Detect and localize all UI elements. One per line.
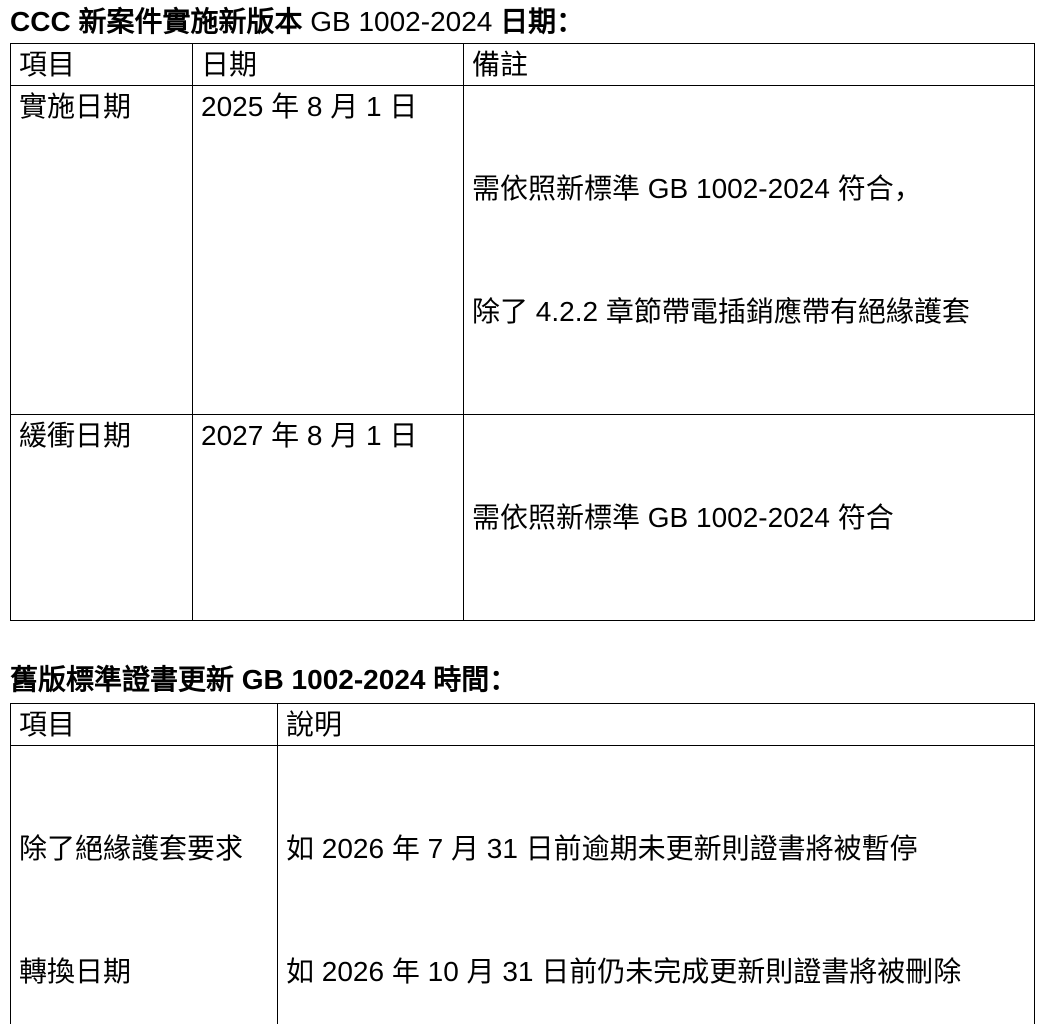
table1-column-header-remark: 備註: [464, 44, 1035, 86]
item-line: 轉換日期: [19, 951, 269, 992]
table1-row1-date-cell: 2025 年 8 月 1 日: [193, 86, 464, 415]
table1-column-header-date: 日期: [193, 44, 464, 86]
heading1-bold-prefix: CCC 新案件實施新版本: [10, 6, 310, 37]
description-line: 如 2026 年 10 月 31 日前仍未完成更新則證書將被刪除: [286, 951, 1026, 992]
table2-row1-item-cell: 除了絕緣護套要求 轉換日期: [11, 746, 278, 1024]
remark-line: 需依照新標準 GB 1002-2024 符合: [472, 497, 1026, 538]
implementation-dates-table: 項目 日期 備註 實施日期 2025 年 8 月 1 日 需依照新標準 GB 1…: [10, 43, 1035, 621]
table-row: 實施日期 2025 年 8 月 1 日 需依照新標準 GB 1002-2024 …: [11, 86, 1035, 415]
table2-row1-description-cell: 如 2026 年 7 月 31 日前逾期未更新則證書將被暫停 如 2026 年 …: [278, 746, 1035, 1024]
table1-column-header-item: 項目: [11, 44, 193, 86]
remark-line: 需依照新標準 GB 1002-2024 符合，: [472, 168, 1026, 209]
table-row: 緩衝日期 2027 年 8 月 1 日 需依照新標準 GB 1002-2024 …: [11, 415, 1035, 621]
table1-row2-remark-cell: 需依照新標準 GB 1002-2024 符合: [464, 415, 1035, 621]
remark-line: 除了 4.2.2 章節帶電插銷應帶有絕緣護套: [472, 291, 1026, 332]
table1-header-row: 項目 日期 備註: [11, 44, 1035, 86]
description-line: 如 2026 年 7 月 31 日前逾期未更新則證書將被暫停: [286, 828, 1026, 869]
heading1-standard-number: GB 1002-2024: [310, 6, 492, 37]
table1-row2-date-cell: 2027 年 8 月 1 日: [193, 415, 464, 621]
item-line: 除了絕緣護套要求: [19, 828, 269, 869]
table1-row2-item-cell: 緩衝日期: [11, 415, 193, 621]
certificate-update-table: 項目 說明 除了絕緣護套要求 轉換日期 如 2026 年 7 月 31 日前逾期…: [10, 703, 1035, 1024]
table2-column-header-description: 說明: [278, 704, 1035, 746]
heading-implementation-dates: CCC 新案件實施新版本 GB 1002-2024 日期：: [10, 6, 1034, 38]
table1-row1-item-cell: 實施日期: [11, 86, 193, 415]
table2-header-row: 項目 說明: [11, 704, 1035, 746]
table1-row1-remark-cell: 需依照新標準 GB 1002-2024 符合， 除了 4.2.2 章節帶電插銷應…: [464, 86, 1035, 415]
table2-column-header-item: 項目: [11, 704, 278, 746]
table-row: 除了絕緣護套要求 轉換日期 如 2026 年 7 月 31 日前逾期未更新則證書…: [11, 746, 1035, 1024]
heading-certificate-update: 舊版標準證書更新 GB 1002-2024 時間：: [10, 664, 1034, 696]
heading1-bold-suffix: 日期：: [492, 6, 584, 37]
